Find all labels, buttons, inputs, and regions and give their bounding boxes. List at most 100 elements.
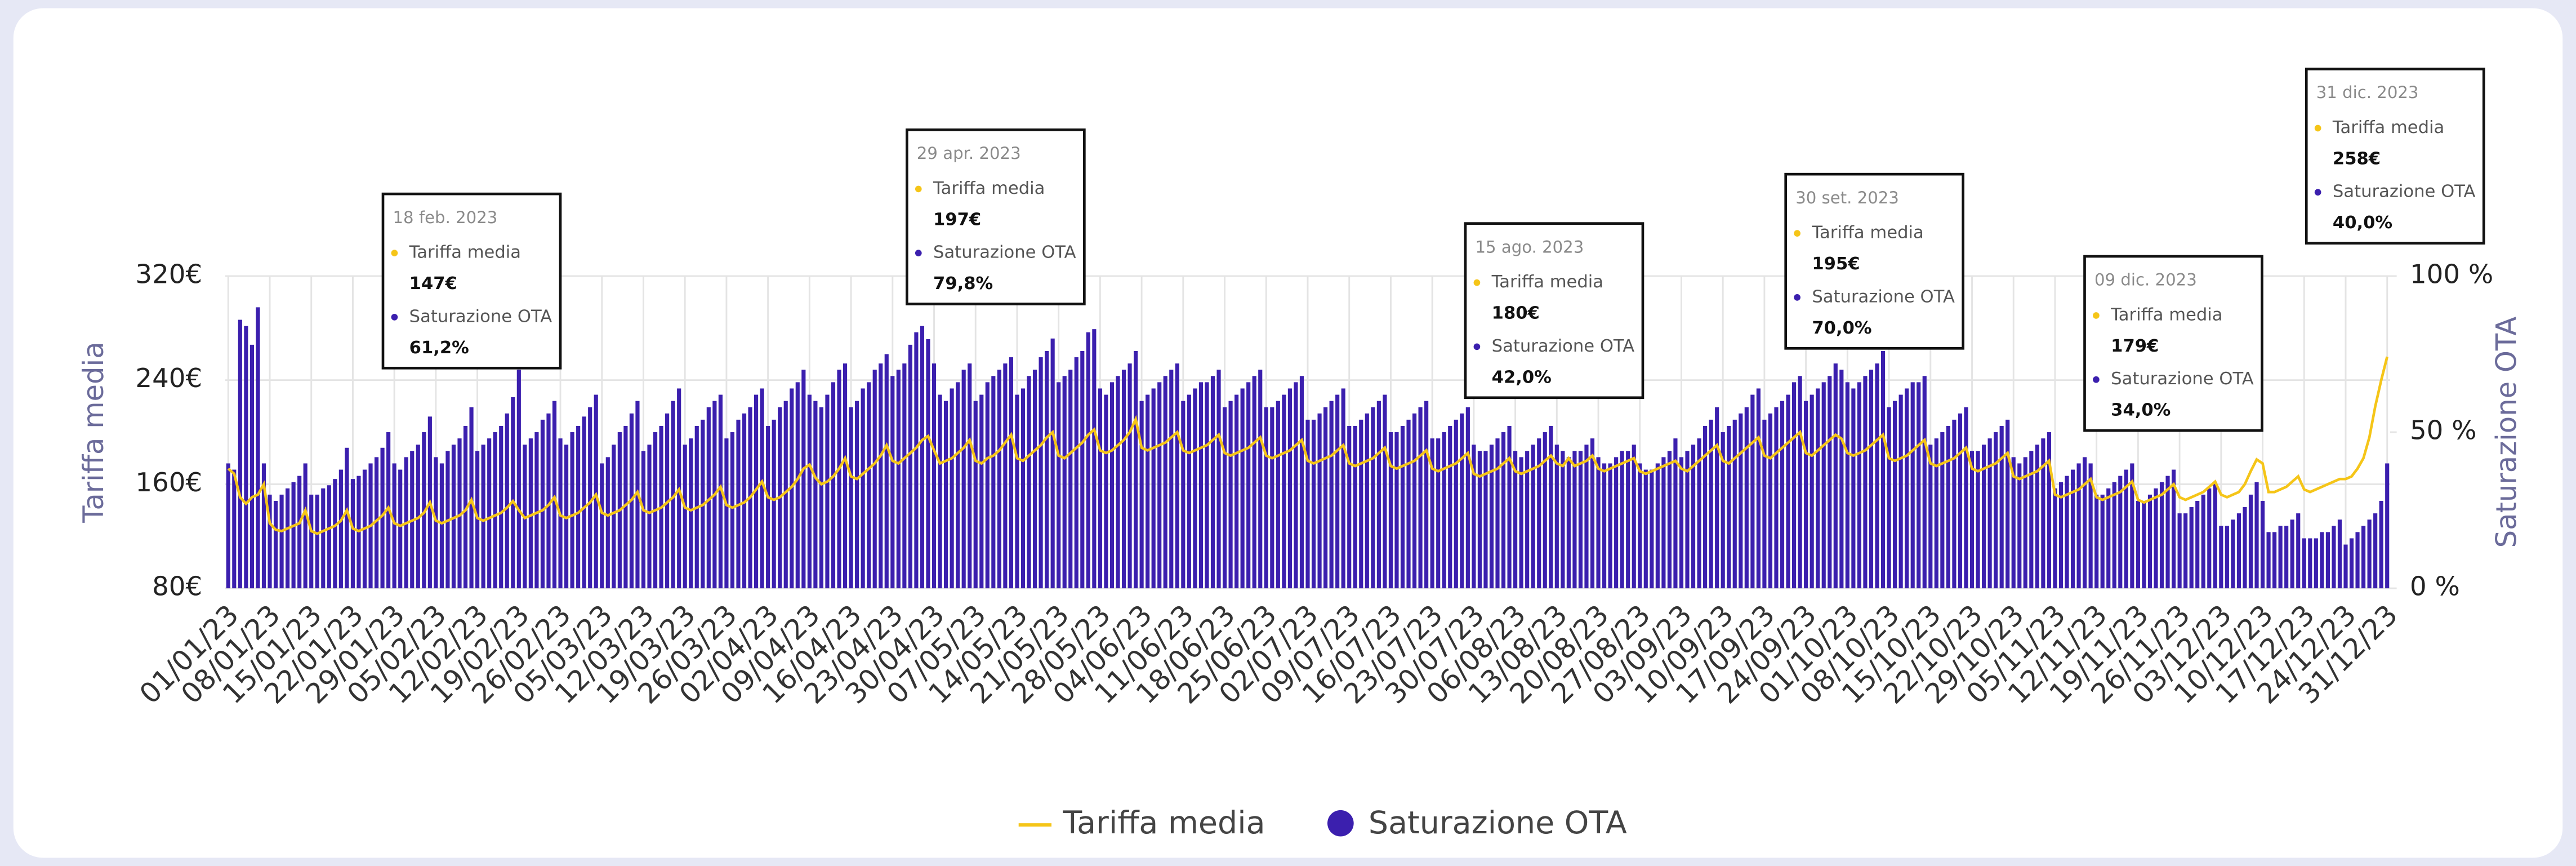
tooltip-series-name: Tariffa media — [409, 243, 521, 263]
bar — [1756, 388, 1761, 589]
bar — [1679, 457, 1684, 589]
bar — [1650, 469, 1654, 589]
tooltip-bullet — [915, 250, 922, 256]
bar — [1857, 382, 1861, 589]
bar — [2154, 488, 2158, 589]
bar — [2177, 513, 2182, 589]
tooltip-value: 42,0% — [1492, 367, 1552, 387]
y2-axis-title: Saturazione OTA — [2490, 317, 2522, 548]
tooltip-bullet — [1794, 294, 1800, 301]
bar — [2343, 544, 2348, 589]
bar — [1465, 407, 1470, 589]
bar — [2314, 538, 2318, 589]
bar — [2136, 500, 2140, 589]
bar — [683, 445, 687, 589]
tooltip-date: 29 apr. 2023 — [917, 144, 1021, 163]
tooltip: 15 ago. 2023 Tariffa media 180€ Saturazione… — [1464, 222, 1644, 399]
tooltip-series-name: Saturazione OTA — [1812, 287, 1955, 307]
bar — [1608, 463, 1612, 589]
bar — [689, 438, 693, 589]
tooltip-value: 195€ — [1812, 254, 1860, 274]
bar — [1732, 419, 1737, 589]
bar — [273, 500, 278, 589]
bar — [1893, 401, 1897, 589]
bar — [2070, 469, 2075, 589]
tooltip-bullet — [1794, 230, 1800, 237]
bar — [2029, 451, 2034, 589]
bar — [926, 339, 930, 589]
bar — [991, 376, 996, 589]
bar — [1074, 357, 1078, 589]
bar — [2243, 507, 2247, 589]
bar — [1193, 388, 1197, 589]
bar — [1032, 370, 1037, 589]
bar — [1341, 388, 1345, 589]
bar — [801, 370, 806, 589]
tooltip: 31 dic. 2023 Tariffa media 258€ Saturazione… — [2305, 68, 2485, 245]
bar — [1175, 363, 1179, 589]
bar — [327, 485, 331, 589]
bar — [1513, 451, 1518, 589]
tooltip-series-name: Tariffa media — [1491, 272, 1603, 292]
bar — [783, 401, 788, 589]
bar — [1234, 394, 1239, 589]
bar — [2083, 457, 2087, 589]
bar — [1216, 370, 1221, 589]
bar — [291, 482, 296, 589]
bar — [1003, 363, 1008, 589]
bar — [1976, 451, 1980, 589]
bar — [1833, 363, 1838, 589]
bar — [1359, 419, 1363, 589]
bar — [1917, 382, 1921, 589]
bar — [1210, 376, 1215, 589]
bar — [398, 469, 403, 589]
bar — [932, 363, 937, 589]
bar — [813, 401, 818, 589]
bar — [338, 469, 343, 589]
bar — [938, 394, 942, 589]
bar — [1596, 457, 1601, 589]
bar — [1632, 445, 1636, 589]
bar — [1839, 370, 1844, 589]
bar — [1305, 419, 1310, 589]
bar — [1228, 401, 1233, 589]
bar — [855, 401, 859, 589]
y-tick-label: 80€ — [152, 572, 202, 602]
bar — [1015, 394, 1019, 589]
bar — [2195, 500, 2200, 589]
bar — [505, 413, 509, 589]
bar — [2284, 526, 2289, 589]
bar — [1057, 382, 1061, 589]
bar — [837, 370, 841, 589]
bar — [2379, 500, 2383, 589]
bar — [1134, 350, 1138, 589]
bar — [2130, 463, 2134, 589]
bar — [718, 394, 723, 589]
tooltip: 30 set. 2023 Tariffa media 195€ Saturazione… — [1784, 172, 1965, 350]
bar — [268, 494, 272, 589]
bar — [1958, 413, 1963, 589]
tooltip-bullet — [2093, 312, 2100, 319]
bar — [1638, 463, 1642, 589]
bar — [1240, 388, 1245, 589]
bar — [244, 326, 248, 589]
bar — [985, 382, 990, 589]
bar — [1323, 407, 1328, 589]
bar — [1317, 413, 1322, 589]
tooltip-value: 40,0% — [2333, 213, 2392, 233]
bar — [1163, 376, 1167, 589]
bar — [896, 370, 901, 589]
tooltip-value: 70,0% — [1812, 318, 1871, 338]
bar — [2213, 482, 2217, 589]
bar — [1080, 350, 1085, 589]
bar — [1282, 394, 1286, 589]
tooltip-box — [906, 128, 1086, 305]
bar — [1068, 370, 1073, 589]
tooltip-value: 79,8% — [933, 274, 993, 294]
bar — [950, 388, 954, 589]
bar — [2017, 463, 2022, 589]
bar — [2005, 419, 2010, 589]
bar — [1388, 432, 1393, 589]
bar — [1252, 376, 1256, 589]
bar — [1590, 438, 1595, 589]
